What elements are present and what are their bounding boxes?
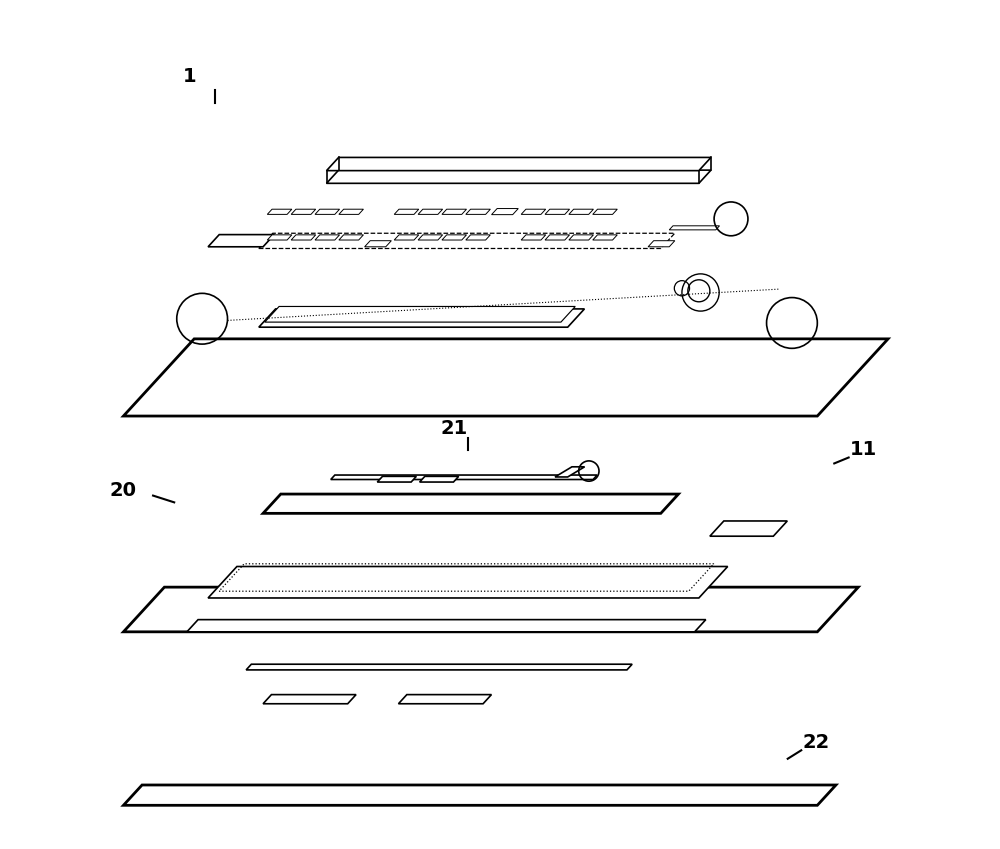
Polygon shape — [246, 664, 632, 670]
Polygon shape — [315, 209, 340, 215]
Polygon shape — [377, 476, 416, 482]
Polygon shape — [648, 241, 675, 247]
Polygon shape — [545, 209, 570, 215]
Polygon shape — [669, 226, 720, 230]
Polygon shape — [291, 235, 316, 240]
Polygon shape — [327, 157, 711, 171]
Polygon shape — [545, 235, 570, 240]
Polygon shape — [466, 209, 490, 215]
Text: 11: 11 — [849, 440, 877, 459]
Polygon shape — [521, 235, 546, 240]
Polygon shape — [208, 234, 274, 247]
Polygon shape — [442, 235, 466, 240]
Polygon shape — [267, 235, 292, 240]
Polygon shape — [710, 521, 787, 537]
Polygon shape — [593, 209, 617, 215]
Polygon shape — [466, 235, 490, 240]
Polygon shape — [418, 235, 443, 240]
Polygon shape — [569, 209, 593, 215]
Polygon shape — [365, 241, 391, 247]
Polygon shape — [569, 235, 593, 240]
Text: 21: 21 — [441, 419, 468, 438]
Polygon shape — [263, 494, 678, 514]
Polygon shape — [123, 339, 888, 416]
Polygon shape — [123, 785, 836, 806]
Polygon shape — [123, 588, 858, 632]
Polygon shape — [442, 209, 466, 215]
Polygon shape — [420, 476, 459, 482]
Polygon shape — [267, 209, 292, 215]
Polygon shape — [394, 209, 419, 215]
Polygon shape — [418, 209, 443, 215]
Polygon shape — [398, 694, 491, 704]
Polygon shape — [259, 309, 584, 327]
Polygon shape — [315, 235, 340, 240]
Polygon shape — [339, 235, 363, 240]
Polygon shape — [394, 235, 419, 240]
Polygon shape — [555, 467, 585, 477]
Polygon shape — [339, 209, 363, 215]
Polygon shape — [263, 694, 356, 704]
Polygon shape — [492, 209, 518, 215]
Text: 1: 1 — [183, 67, 196, 86]
Polygon shape — [331, 475, 597, 480]
Polygon shape — [265, 306, 575, 322]
Text: 22: 22 — [803, 733, 830, 751]
Text: 20: 20 — [109, 481, 136, 500]
Polygon shape — [521, 209, 546, 215]
Polygon shape — [327, 170, 711, 183]
Polygon shape — [208, 566, 728, 598]
Polygon shape — [291, 209, 316, 215]
Polygon shape — [593, 235, 617, 240]
Polygon shape — [187, 620, 706, 632]
